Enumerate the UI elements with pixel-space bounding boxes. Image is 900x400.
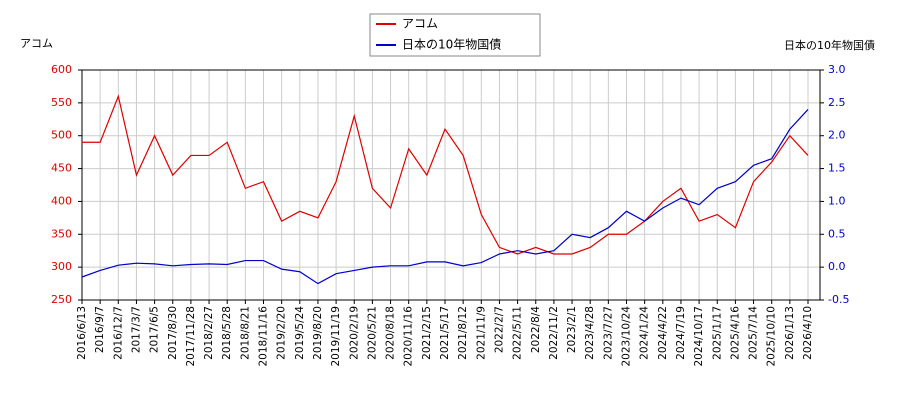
y-tick-label: 550	[51, 96, 72, 109]
x-tick-label: 2019/2/20	[276, 306, 288, 360]
y2-tick-label: 2.5	[828, 96, 846, 109]
x-tick-label: 2020/5/21	[366, 306, 378, 360]
y2-axis-label: 日本の10年物国債	[784, 38, 875, 52]
x-tick-label: 2023/2/1	[566, 306, 578, 353]
y-tick-label: 300	[51, 260, 72, 273]
x-tick-label: 2022/2/7	[493, 306, 505, 353]
y2-tick-label: 0.5	[828, 227, 846, 240]
x-tick-label: 2017/11/28	[185, 306, 197, 367]
x-tick-label: 2024/10/17	[693, 306, 705, 367]
x-tick-label: 2019/11/19	[330, 306, 342, 367]
x-tick-label: 2022/11/2	[548, 306, 560, 360]
x-tick-label: 2025/7/14	[748, 306, 760, 360]
plot-frame	[81, 69, 821, 301]
x-tick-label: 2016/6/13	[76, 306, 88, 360]
x-tick-label: 2020/8/18	[385, 306, 397, 360]
x-tick-label: 2021/2/15	[421, 306, 433, 360]
x-tick-label: 2018/11/16	[258, 306, 270, 367]
x-tick-label: 2024/1/24	[639, 306, 651, 360]
x-tick-label: 2021/11/9	[475, 306, 487, 360]
legend-label: アコム	[402, 17, 438, 31]
x-tick-label: 2017/8/30	[167, 306, 179, 360]
x-tick-label: 2024/4/22	[657, 306, 669, 360]
x-tick-label: 2018/2/27	[203, 306, 215, 360]
x-tick-label: 2020/11/16	[403, 306, 415, 367]
x-tick-label: 2021/8/12	[457, 306, 469, 360]
x-tick-label: 2022/5/11	[512, 306, 524, 360]
y-tick-label: 500	[51, 129, 72, 142]
x-tick-label: 2016/12/7	[112, 306, 124, 360]
x-tick-label: 2023/4/28	[584, 306, 596, 360]
y-tick-label: 400	[51, 194, 72, 207]
x-tick-label: 2025/4/16	[729, 306, 741, 360]
x-tick-label: 2026/4/10	[802, 306, 814, 360]
legend	[369, 13, 541, 57]
series-line	[82, 94, 809, 255]
x-tick-label: 2025/10/10	[766, 306, 778, 367]
x-tick-label: 2019/5/24	[294, 306, 306, 360]
x-tick-label: 2017/3/7	[130, 306, 142, 353]
series-line	[81, 109, 809, 285]
y-tick-label: 600	[51, 63, 72, 76]
x-tick-label: 2023/7/27	[602, 306, 614, 360]
x-tick-label: 2021/5/17	[439, 306, 451, 360]
x-tick-label: 2025/1/17	[711, 306, 723, 360]
y-tick-label: 250	[51, 293, 72, 306]
x-tick-label: 2019/8/20	[312, 306, 324, 360]
x-tick-label: 2018/8/21	[239, 306, 251, 360]
x-tick-label: 2023/10/24	[621, 306, 633, 367]
x-tick-label: 2022/8/4	[530, 306, 542, 353]
y2-tick-label: 3.0	[828, 63, 846, 76]
y2-tick-label: 1.0	[828, 194, 846, 207]
x-tick-label: 2026/1/13	[784, 306, 796, 360]
x-tick-label: 2017/6/5	[149, 306, 161, 353]
y-tick-label: 350	[51, 227, 72, 240]
legend-label: 日本の10年物国債	[402, 37, 501, 52]
x-tick-label: 2020/2/19	[348, 306, 360, 360]
plot-area	[82, 70, 820, 300]
y2-tick-label: 1.5	[828, 162, 846, 175]
x-tick-label: 2016/9/7	[94, 306, 106, 353]
y-axis-label: アコム	[20, 37, 53, 50]
y2-tick-label: 0.0	[828, 260, 846, 273]
y2-tick-label: 2.0	[828, 129, 846, 142]
x-tick-label: 2024/7/19	[675, 306, 687, 360]
y2-tick-label: -0.5	[828, 293, 849, 306]
x-tick-label: 2018/5/28	[221, 306, 233, 360]
y-tick-label: 450	[51, 162, 72, 175]
